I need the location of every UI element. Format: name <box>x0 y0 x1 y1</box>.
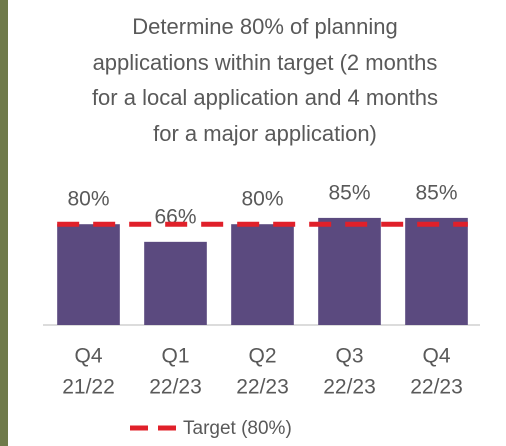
x-tick-label: 22/23 <box>323 376 376 399</box>
data-label: 85% <box>415 181 457 204</box>
data-label: 80% <box>241 188 283 211</box>
x-tick-label: 22/23 <box>149 376 202 399</box>
data-label: 85% <box>328 181 370 204</box>
data-label: 80% <box>67 188 109 211</box>
chart-title: Determine 80% of planning applications w… <box>80 9 450 151</box>
x-tick-label: Q4 <box>74 345 102 368</box>
bar <box>318 218 381 325</box>
background-strip <box>0 0 8 446</box>
x-tick-label: Q4 <box>422 345 450 368</box>
legend-label: Target (80%) <box>183 418 292 439</box>
page: 80%Q421/2266%Q122/2380%Q222/2385%Q322/23… <box>0 0 506 446</box>
x-tick-label: Q1 <box>161 345 189 368</box>
bar <box>144 242 207 325</box>
bar <box>57 224 120 325</box>
bar <box>231 224 294 325</box>
bar <box>405 218 468 325</box>
x-tick-label: Q3 <box>335 345 363 368</box>
x-tick-label: 22/23 <box>236 376 289 399</box>
x-tick-label: Q2 <box>248 345 276 368</box>
x-tick-label: 21/22 <box>62 376 115 399</box>
x-tick-label: 22/23 <box>410 376 463 399</box>
